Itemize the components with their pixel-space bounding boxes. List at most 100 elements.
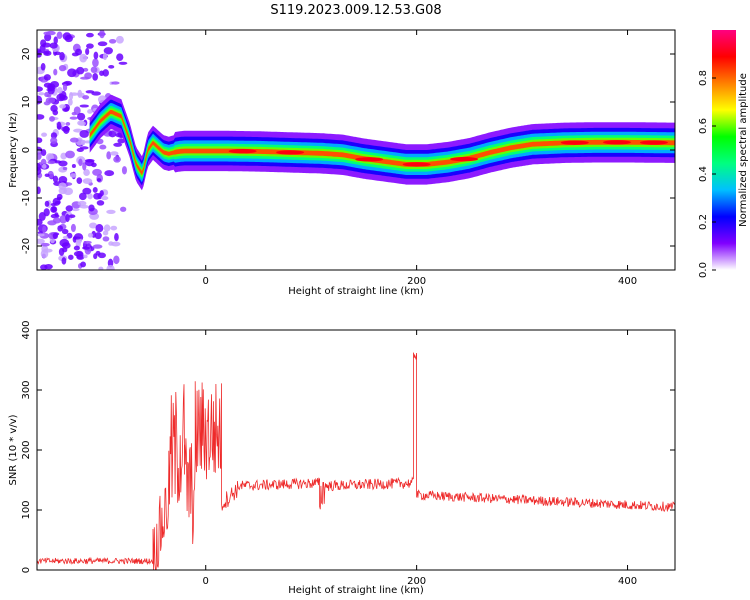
snr-y-tick-label: 400 xyxy=(21,320,32,339)
snr-x-tick-label: 400 xyxy=(618,576,637,587)
spectrogram-noise-blob xyxy=(56,31,63,40)
spectrogram-noise-blob xyxy=(82,246,91,250)
spectrogram-noise-blob xyxy=(59,104,67,109)
spectrogram-noise-blob xyxy=(108,38,117,44)
spectrogram-noise-blob xyxy=(108,64,115,69)
spectrogram-noise-blob xyxy=(111,81,120,85)
spectrogram-peak xyxy=(450,156,479,162)
spectrogram-noise-blob xyxy=(43,74,51,81)
spectrogram-noise-blob xyxy=(56,121,62,130)
spectrogram-noise-blob xyxy=(53,36,58,45)
spectrogram-noise-blob xyxy=(96,200,105,206)
spectrogram-noise-blob xyxy=(87,193,93,200)
spectrogram-noise-blob xyxy=(120,206,127,212)
spectrogram-noise-blob xyxy=(67,68,77,78)
spectrogram-noise-blob xyxy=(69,173,77,178)
spectrogram-noise-blob xyxy=(87,109,93,114)
spectrogram-noise-blob xyxy=(85,90,95,94)
spectrogram-noise-blob xyxy=(83,240,92,245)
spectrogram-peak xyxy=(228,149,257,154)
snr-y-tick-label: 300 xyxy=(21,380,32,399)
spectrogram-noise-blob xyxy=(78,192,87,201)
spectrogram-noise-blob xyxy=(71,208,80,212)
spectrogram-noise-blob xyxy=(65,150,75,159)
spectrogram-noise-blob xyxy=(65,213,70,223)
spectrogram-peak xyxy=(402,162,431,167)
spectrogram-noise-blob xyxy=(81,140,86,146)
spectrogram-noise-blob xyxy=(117,138,125,144)
spectrogram-noise-blob xyxy=(62,32,72,41)
spectrogram-noise-blob xyxy=(73,128,83,133)
spectrogram-noise-blob xyxy=(41,132,48,137)
spectrogram-peak xyxy=(560,140,589,145)
spectrogram-noise-blob xyxy=(83,169,90,176)
spectrogram-x-axis-label: Height of straight line (km) xyxy=(288,286,424,297)
spectrogram-noise-blob xyxy=(82,162,87,171)
spectrogram-noise-blob xyxy=(44,263,53,270)
spectrogram-noise-blob xyxy=(43,50,52,56)
spectrogram-noise-blob xyxy=(56,93,66,102)
spectrogram-noise-blob xyxy=(38,92,45,96)
spectrogram-y-ticks: -20 -10 0 10 20 xyxy=(21,48,675,254)
spectrogram-noise-blob xyxy=(37,86,43,92)
spectrogram-noise-blob xyxy=(54,200,61,205)
spectrogram-noise-blob xyxy=(83,254,88,259)
spectrogram-noise-blob xyxy=(106,209,116,214)
spectrogram-noise-blob xyxy=(83,67,89,72)
spectrogram-noise-blob xyxy=(102,52,108,61)
colorbar-label: Normalized spectral amplitude xyxy=(738,73,749,227)
snr-y-tick-label: 100 xyxy=(21,500,32,519)
spectrogram-noise-blob xyxy=(88,204,95,212)
spectrogram-noise-blob xyxy=(80,261,87,268)
spectrogram-noise-blob xyxy=(59,214,67,224)
spectrogram-noise-blob xyxy=(102,230,109,236)
spectrogram-noise-blob xyxy=(108,130,117,138)
spectrogram-noise-blob xyxy=(106,264,115,270)
spectrogram-noise-blob xyxy=(40,149,47,156)
spectrogram-x-ticks: 0 200 400 xyxy=(203,30,637,287)
spectrogram-noise-blob xyxy=(92,168,102,176)
spectrogram-noise-blob xyxy=(94,232,102,240)
spectrogram-y-tick-label: 10 xyxy=(21,96,32,109)
spectrogram-ridge-band xyxy=(89,99,675,186)
spectrogram-noise-blob xyxy=(77,89,83,98)
spectrogram-noise-blob xyxy=(44,200,50,207)
spectrogram-noise-blob xyxy=(40,62,46,71)
spectrogram-noise-layer xyxy=(37,30,128,270)
colorbar-gradient xyxy=(712,30,736,270)
spectrogram-noise-blob xyxy=(45,97,56,104)
spectrogram-noise-blob xyxy=(63,187,74,196)
spectrogram-noise-blob xyxy=(37,186,41,195)
spectrogram-noise-blob xyxy=(52,109,59,116)
spectrogram-noise-blob xyxy=(76,177,83,185)
spectrogram-x-tick-label: 400 xyxy=(618,276,637,287)
spectrogram-noise-blob xyxy=(79,104,89,108)
spectrogram-noise-blob xyxy=(57,86,63,94)
spectrogram-noise-blob xyxy=(37,137,43,144)
spectrogram-noise-blob xyxy=(44,33,52,42)
spectrogram-noise-blob xyxy=(96,178,102,182)
spectrogram-noise-blob xyxy=(99,190,104,197)
spectrogram-noise-blob xyxy=(73,245,80,251)
spectrogram-noise-blob xyxy=(49,42,58,49)
spectrogram-panel: 0 200 400 -20 -10 0 10 20 Height of straight l… xyxy=(8,29,676,297)
spectrogram-noise-blob xyxy=(53,68,58,76)
figure-title: S119.2023.009.12.53.G08 xyxy=(270,3,441,18)
spectrogram-noise-blob xyxy=(82,95,90,100)
spectrogram-noise-blob xyxy=(37,114,45,120)
colorbar-tick-label: 0.8 xyxy=(698,70,709,86)
colorbar-tick-label: 0.6 xyxy=(698,118,709,134)
spectrogram-noise-blob xyxy=(50,202,57,207)
spectrogram-noise-blob xyxy=(49,115,55,122)
spectrogram-noise-blob xyxy=(37,238,45,245)
spectrogram-noise-blob xyxy=(59,238,70,247)
snr-plot-area xyxy=(37,330,675,570)
spectrogram-peak xyxy=(639,140,668,145)
spectrogram-noise-blob xyxy=(103,47,113,55)
spectrogram-noise-blob xyxy=(86,43,94,49)
spectrogram-noise-blob xyxy=(113,142,123,147)
spectrogram-noise-blob xyxy=(106,151,112,160)
spectrogram-noise-blob xyxy=(92,58,99,68)
spectrogram-noise-blob xyxy=(77,200,87,206)
